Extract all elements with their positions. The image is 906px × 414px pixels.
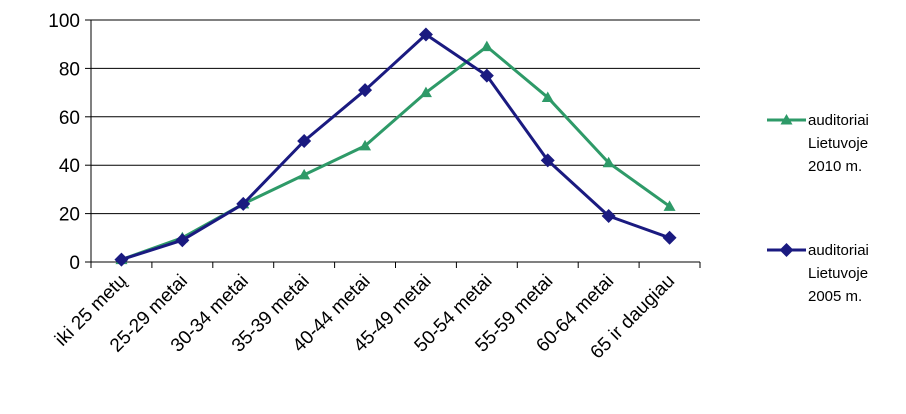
- data-point: [358, 83, 373, 98]
- data-point: [480, 40, 493, 52]
- data-point: [418, 27, 433, 42]
- y-tick-label: 80: [59, 59, 80, 80]
- data-point: [359, 139, 372, 151]
- legend: auditoriai Lietuvoje 2010 m. auditoriai Liet…: [767, 112, 869, 305]
- legend-label: 2005 m.: [808, 288, 862, 305]
- gridlines: [91, 19, 700, 215]
- data-point: [175, 233, 190, 248]
- series-lines: [114, 27, 677, 267]
- data-point: [297, 134, 312, 148]
- y-tick-label: 20: [59, 205, 80, 226]
- data-point: [541, 91, 554, 102]
- data-point: [236, 196, 251, 211]
- legend-marker: [779, 243, 794, 257]
- series-line: [120, 33, 671, 262]
- legend-entry-1: auditoriai Lietuvoje 2010 m.: [767, 112, 869, 175]
- y-tick-label: 60: [59, 108, 80, 129]
- legend-label: Lietuvoje: [808, 265, 868, 282]
- y-tick-label: 100: [48, 11, 80, 32]
- data-point: [662, 230, 677, 245]
- data-point: [419, 86, 432, 98]
- data-point: [298, 168, 311, 180]
- axes: [85, 19, 701, 268]
- data-point: [540, 153, 555, 168]
- legend-marker: [780, 114, 793, 125]
- data-point: [601, 209, 616, 224]
- series-2: [114, 27, 677, 267]
- y-tick-label: 0: [69, 253, 80, 274]
- data-point: [114, 252, 129, 267]
- legend-label: auditoriai: [808, 242, 869, 259]
- data-point: [602, 156, 615, 168]
- y-tick-labels: 0 20 40 60 80 100: [48, 11, 80, 274]
- legend-label: auditoriai: [808, 112, 869, 129]
- data-point: [479, 68, 494, 83]
- y-tick-label: 40: [59, 156, 80, 177]
- data-point: [663, 200, 676, 211]
- legend-label: 2010 m.: [808, 158, 862, 175]
- legend-entry-2: auditoriai Lietuvoje 2005 m.: [767, 242, 869, 305]
- legend-label: Lietuvoje: [808, 135, 868, 152]
